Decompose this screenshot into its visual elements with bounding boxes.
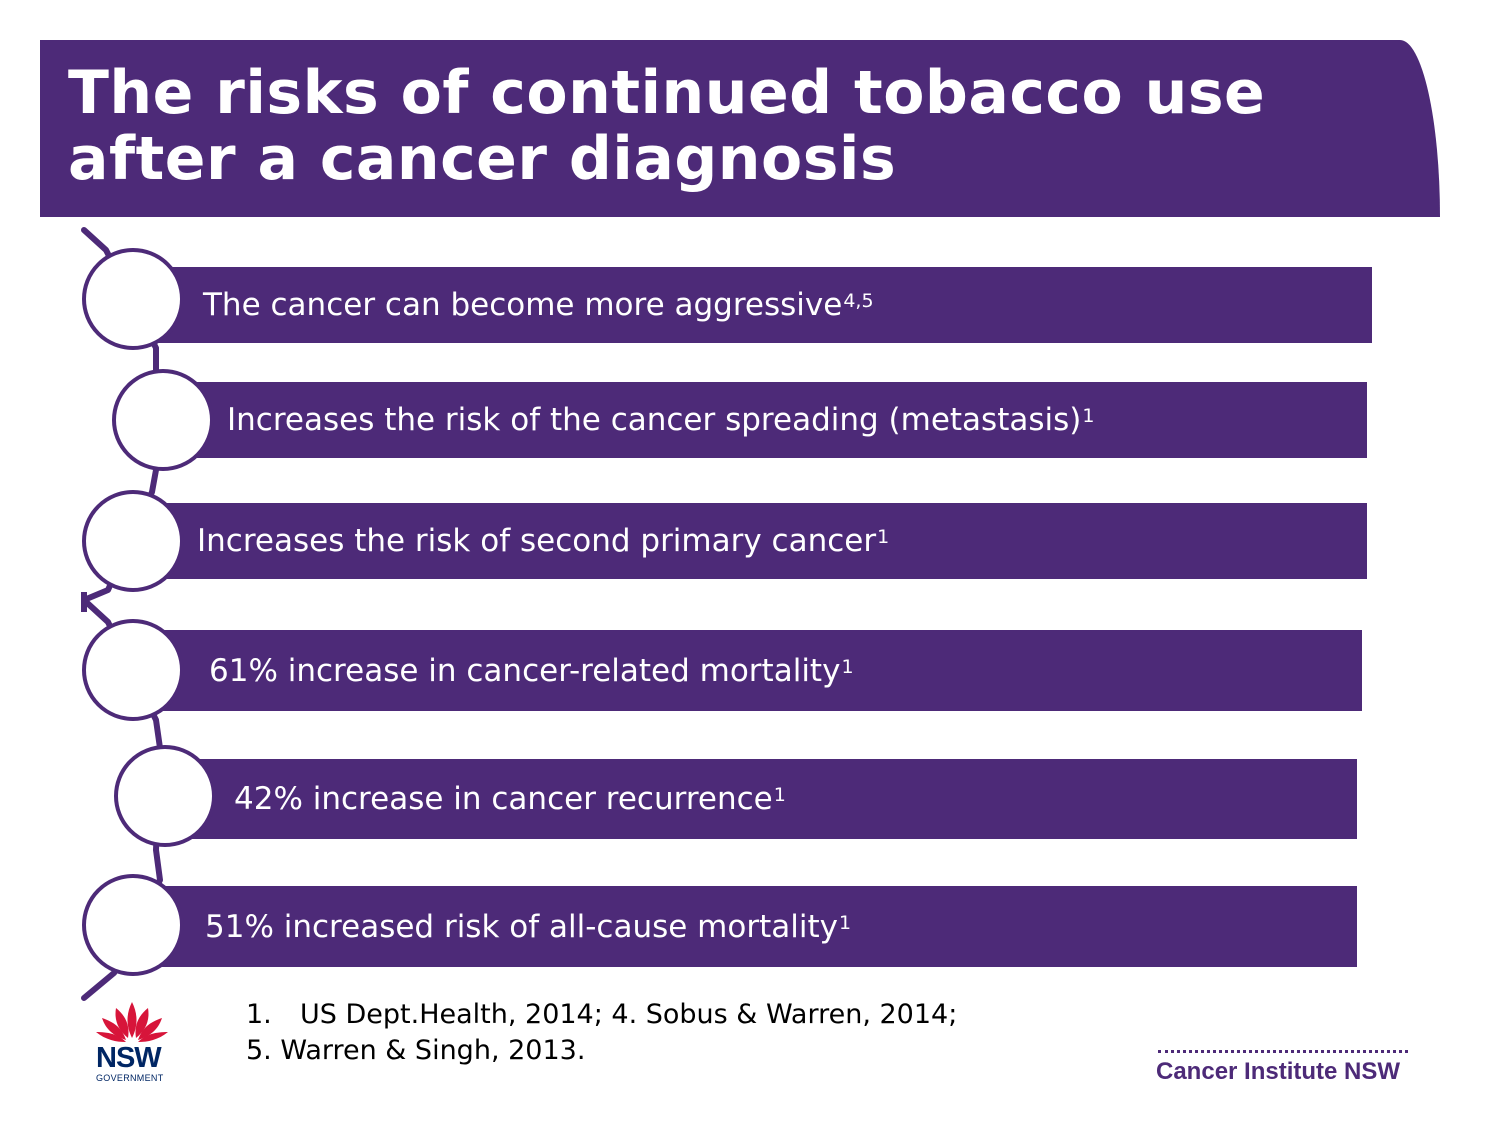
risk-bar-cancer-mortality: 61% increase in cancer-related mortality… [150,630,1362,711]
risk-reference: 1 [841,655,854,678]
risk-text: 42% increase in cancer recurrence [234,781,773,817]
risk-text: Increases the risk of second primary can… [197,523,877,559]
title-banner [40,40,1440,217]
bullet-circle [82,490,184,592]
bullet-circle [112,369,214,471]
bullet-circle [82,874,184,976]
risk-text: Increases the risk of the cancer spreadi… [227,402,1082,438]
risk-text: The cancer can become more aggressive [203,287,843,323]
bullet-circle [82,619,184,721]
risk-reference: 1 [1082,405,1095,427]
nsw-logo-wordmark: NSW [96,1042,162,1074]
cancer-institute-logo: Cancer Institute NSW [1156,1058,1401,1085]
reference-number: 1. [246,999,272,1030]
risk-text: 61% increase in cancer-related mortality [209,652,841,689]
reference-line-1: 1. US Dept.Health, 2014; 4. Sobus & Warre… [246,997,957,1033]
timeline-connector [81,227,163,1001]
slide-title: The risks of continued tobacco use after… [68,60,1368,192]
slide-title-line-1: The risks of continued tobacco use [68,58,1266,128]
risk-bar-recurrence: 42% increase in cancer recurrence 1 [182,759,1357,839]
reference-line-2: 5. Warren & Singh, 2013. [246,1035,586,1066]
nsw-logo-subtitle: GOVERNMENT [96,1073,164,1083]
reference-text: US Dept.Health, 2014; 4. Sobus & Warren,… [300,999,958,1030]
risk-reference: 1 [773,784,786,806]
waratah-icon [96,1002,168,1042]
bullet-circle [114,745,216,847]
risk-bar-second-primary: Increases the risk of second primary can… [150,503,1367,579]
risk-bar-aggressive: The cancer can become more aggressive 4,5 [150,267,1372,343]
risk-bar-all-cause-mortality: 51% increased risk of all-cause mortalit… [150,886,1357,967]
risk-reference: 1 [838,911,852,934]
references: 1. US Dept.Health, 2014; 4. Sobus & Warre… [246,997,957,1069]
risk-bar-metastasis: Increases the risk of the cancer spreadi… [180,382,1367,458]
risk-reference: 1 [877,526,890,548]
bullet-circle [82,248,184,350]
institute-logo-dotted-rule [1158,1050,1408,1053]
risk-reference: 4,5 [843,290,874,312]
risk-text: 51% increased risk of all-cause mortalit… [205,908,838,945]
slide-title-line-2: after a cancer diagnosis [68,124,897,194]
